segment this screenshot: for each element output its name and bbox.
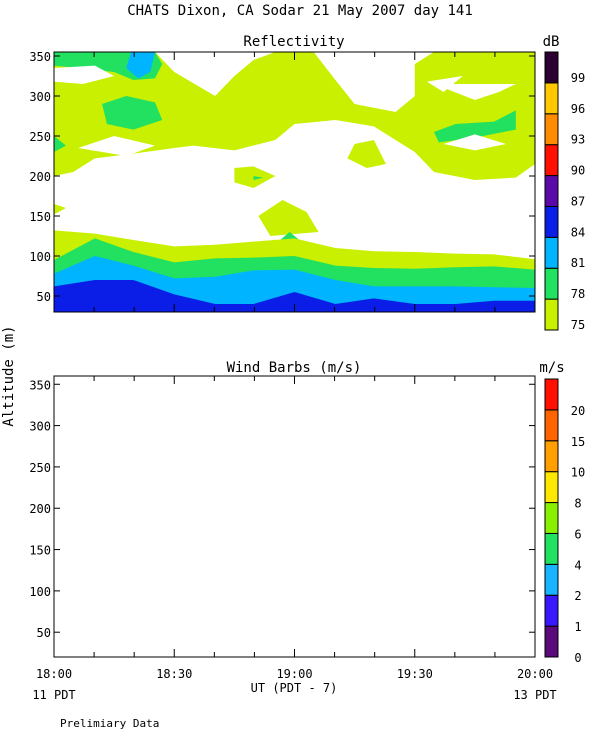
wind-barbs-colorbar-swatch — [544, 532, 559, 565]
reflectivity-colorbar-label: 81 — [571, 256, 585, 270]
altitude-label: Altitude (m) — [1, 325, 17, 426]
reflectivity-clear-region — [426, 76, 463, 92]
reflectivity-colorbar-swatch — [544, 205, 559, 238]
reflectivity-colorbar-label: 78 — [571, 287, 585, 301]
reflectivity-ytick-label: 200 — [29, 170, 51, 184]
reflectivity-patch-75 — [54, 204, 66, 215]
wind-barbs-colorbar-swatch — [544, 378, 559, 411]
wind-barbs-ytick-label: 250 — [29, 461, 51, 475]
reflectivity-colorbar-swatch — [544, 175, 559, 207]
reflectivity-patch-78 — [434, 110, 516, 143]
reflectivity-patch-75 — [347, 140, 386, 168]
reflectivity-colorbar-unit: dB — [543, 34, 560, 50]
wind-barbs-colorbar-label: 1 — [574, 620, 581, 634]
reflectivity-colorbar-label: 96 — [571, 102, 585, 116]
reflectivity-colorbar-swatch — [544, 113, 559, 146]
reflectivity-colorbar-swatch — [544, 82, 559, 115]
reflectivity-ytick-label: 350 — [29, 50, 51, 64]
reflectivity-clear-region — [54, 65, 115, 84]
reflectivity-patch-78 — [102, 96, 163, 130]
reflectivity-colorbar-swatch — [544, 51, 559, 84]
reflectivity-patch-78 — [253, 176, 264, 180]
wind-barbs-colorbar-swatch — [544, 625, 559, 658]
wind-barbs-colorbar-label: 2 — [574, 589, 581, 603]
reflectivity-ytick-label: 250 — [29, 130, 51, 144]
wind-barbs-colorbar: 0 1 2 4 6 8 10 15 20 — [544, 378, 585, 665]
reflectivity-clear-region — [78, 136, 155, 156]
reflectivity-x-axis — [53, 52, 536, 312]
reflectivity-colorbar-swatch — [544, 267, 559, 300]
wind-barbs-colorbar-swatch — [544, 502, 559, 534]
wind-barbs-colorbar-label: 10 — [571, 466, 585, 480]
x-tick-label: 18:30 — [156, 667, 192, 681]
reflectivity-colorbar-label: 75 — [571, 318, 585, 332]
wind-barbs-y-axis: 50 100 150 200 250 300 350 — [29, 378, 535, 640]
wind-barbs-colorbar-label: 8 — [574, 497, 581, 511]
wind-barbs-title: Wind Barbs (m/s) — [227, 360, 362, 376]
x-axis-label: UT (PDT - 7) — [251, 681, 338, 695]
reflectivity-contours — [54, 52, 535, 312]
reflectivity-colorbar-swatch — [544, 298, 559, 331]
reflectivity-y-axis: 50 100 150 200 250 300 350 — [29, 50, 535, 304]
wind-barbs-ytick-label: 100 — [29, 585, 51, 599]
wind-barbs-colorbar-label: 6 — [574, 527, 581, 541]
reflectivity-colorbar-label: 93 — [571, 133, 585, 147]
reflectivity-colorbar: 75 78 81 84 87 90 93 96 99 — [544, 51, 585, 332]
right-date-label: 13 PDT — [513, 688, 556, 702]
wind-barbs-colorbar-swatch — [544, 409, 559, 442]
reflectivity-colorbar-label: 87 — [571, 194, 585, 208]
reflectivity-patch-81 — [126, 52, 155, 79]
wind-barbs-ytick-label: 350 — [29, 378, 51, 392]
reflectivity-ytick-label: 300 — [29, 90, 51, 104]
wind-barbs-colorbar-swatch — [544, 594, 559, 627]
reflectivity-colorbar-label: 99 — [571, 71, 585, 85]
preliminary-note: Prelimiary Data — [60, 717, 159, 730]
reflectivity-title: Reflectivity — [243, 34, 344, 50]
reflectivity-clear-region — [443, 134, 507, 151]
wind-barbs-colorbar-label: 15 — [571, 435, 585, 449]
x-tick-label: 19:30 — [397, 667, 433, 681]
wind-barbs-colorbar-unit: m/s — [539, 360, 564, 376]
reflectivity-ytick-label: 150 — [29, 210, 51, 224]
x-tick-label: 20:00 — [517, 667, 553, 681]
reflectivity-patch-78 — [54, 136, 66, 152]
figure-title: CHATS Dixon, CA Sodar 21 May 2007 day 14… — [127, 3, 473, 19]
reflectivity-ytick-label: 50 — [37, 290, 51, 304]
wind-barbs-colorbar-swatch — [544, 440, 559, 473]
wind-barbs-colorbar-swatch — [544, 471, 559, 504]
left-date-label: 11 PDT — [32, 688, 75, 702]
reflectivity-colorbar-swatch — [544, 236, 559, 269]
wind-barbs-colorbar-label: 0 — [574, 651, 581, 665]
wind-barbs-colorbar-label: 4 — [574, 558, 581, 572]
reflectivity-colorbar-label: 84 — [571, 225, 585, 239]
wind-barbs-ytick-label: 150 — [29, 544, 51, 558]
wind-barbs-colorbar-swatch — [544, 563, 559, 596]
reflectivity-ytick-label: 100 — [29, 250, 51, 264]
wind-barbs-ytick-label: 50 — [37, 626, 51, 640]
wind-barbs-colorbar-label: 20 — [571, 404, 585, 418]
wind-barbs-x-axis: 18:00 18:30 19:00 19:30 20:00 — [36, 376, 553, 681]
wind-barbs-ytick-label: 200 — [29, 502, 51, 516]
x-tick-label: 19:00 — [276, 667, 312, 681]
x-tick-label: 18:00 — [36, 667, 72, 681]
wind-barbs-ytick-label: 300 — [29, 420, 51, 434]
reflectivity-clear-region — [434, 84, 516, 100]
reflectivity-patch-75 — [258, 200, 319, 236]
wind-barbs-plot-frame — [53, 375, 536, 658]
reflectivity-patch-75 — [54, 52, 535, 180]
reflectivity-colorbar-label: 90 — [571, 164, 585, 178]
reflectivity-colorbar-swatch — [544, 144, 559, 177]
